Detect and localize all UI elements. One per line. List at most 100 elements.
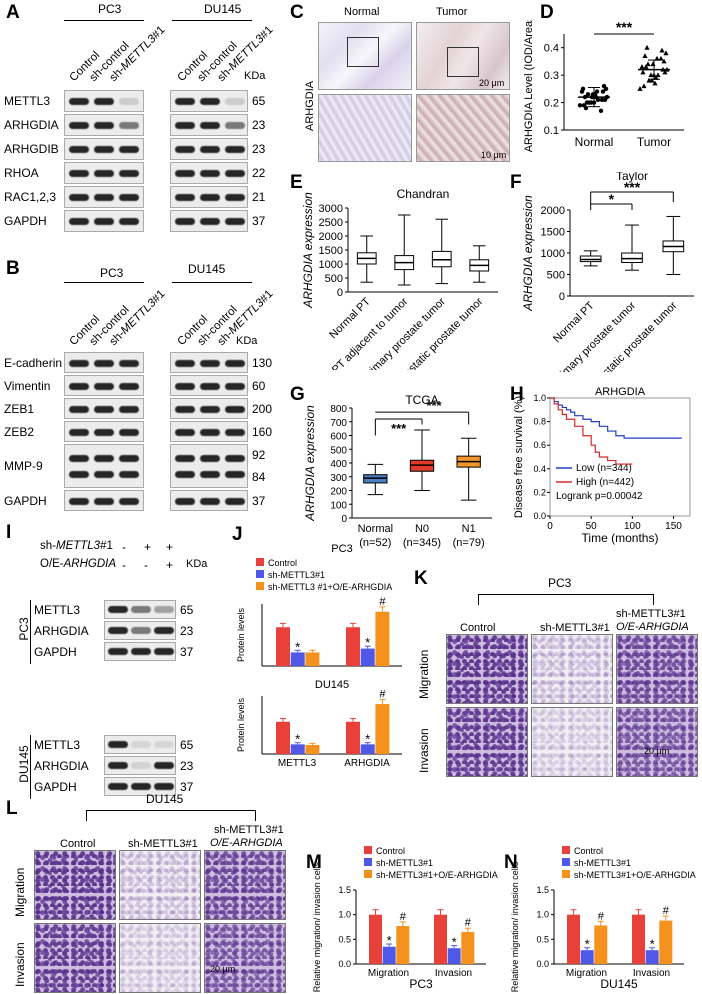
blot-strip <box>64 352 144 373</box>
y-tick-label: 800 <box>330 404 347 415</box>
kda-label: KDa <box>186 558 208 570</box>
x-tick-label: 100 <box>624 521 641 532</box>
blot-band <box>200 170 220 177</box>
group-bracket <box>86 810 256 821</box>
sig-hash: # <box>400 911 407 923</box>
blot-band <box>225 405 245 413</box>
y-tick-label: 1000 <box>541 248 565 260</box>
blot-band <box>200 497 220 505</box>
bar <box>375 704 390 754</box>
row-label-arhgdia: ARHGDIA <box>304 80 316 131</box>
blot-band <box>200 470 220 478</box>
group-line <box>172 20 252 21</box>
transwell-image <box>531 634 613 704</box>
blot-row-label: ARHGDIA <box>34 759 89 773</box>
data-point <box>598 108 604 114</box>
data-point <box>588 100 594 105</box>
data-point <box>662 69 668 75</box>
blot-band <box>94 382 114 390</box>
kda-label: KDa <box>244 70 266 82</box>
col-label-tumor: Tumor <box>436 6 468 18</box>
scale-label: 20 μm <box>210 964 236 974</box>
group-label-pc3: PC3 <box>548 576 572 590</box>
legend-swatch <box>256 582 264 590</box>
blot-band <box>175 405 195 413</box>
sig-hash: # <box>465 917 472 929</box>
legend-label: sh-METTL3#1 <box>376 858 433 868</box>
blot-band <box>175 428 195 436</box>
blot-kda: 23 <box>180 759 194 773</box>
blot-row-label: GAPDH <box>4 493 47 508</box>
x-tick-label: Normal <box>575 135 614 149</box>
chart-f: 0 500 1000 1500 2000 ARHGDIA expression Taylor… <box>521 172 694 372</box>
blot-band <box>154 741 174 748</box>
blot-band <box>94 405 114 413</box>
blot-band <box>200 218 220 225</box>
legend-swatch <box>256 570 264 578</box>
blot-band <box>200 122 220 129</box>
blot-strip <box>64 210 144 232</box>
y-tick-label: 1.5 <box>338 885 351 895</box>
y-tick-label: 0.2 <box>533 487 546 497</box>
condition-sign: - <box>122 558 126 572</box>
blot-strip <box>64 375 144 396</box>
blot-band <box>131 741 151 748</box>
y-tick-label: 1.0 <box>338 910 351 920</box>
sig-star: * <box>387 933 392 948</box>
data-point <box>663 50 669 56</box>
blot-kda: 84 <box>252 470 266 484</box>
blot-row-label: ZEB2 <box>4 424 35 439</box>
y-tick-label: 0 <box>341 514 347 525</box>
sig-hash: # <box>379 596 386 608</box>
plot-frame <box>549 397 691 517</box>
blot-band <box>119 497 139 505</box>
y-tick-label: 1.0 <box>536 910 549 920</box>
bar <box>369 914 382 964</box>
condition-sign: - <box>122 540 126 554</box>
group-line <box>64 282 144 283</box>
col-label-control: Control <box>460 622 496 634</box>
bar <box>276 721 290 754</box>
blot-band <box>94 122 114 129</box>
y-axis-label: ARHGDIA expression <box>303 405 317 522</box>
blot-band <box>94 98 114 105</box>
blot-strip <box>170 90 248 112</box>
data-point <box>585 92 591 97</box>
y-axis-label: Protein levels <box>236 607 246 662</box>
blot-strip <box>170 421 248 442</box>
zoom-box <box>447 47 479 77</box>
x-tick-label: 0 <box>547 521 553 532</box>
y-axis-label: Relative migration/ invasion cells <box>312 861 322 992</box>
y-tick-label: 0 <box>337 287 343 299</box>
chart-j: PC3 Control sh-METTL3#1 sh-METTL3 #1+O/E-AR… <box>236 543 402 769</box>
blot-band <box>225 98 245 105</box>
data-point <box>639 64 645 69</box>
blot-band <box>175 497 195 505</box>
condition-sign: - <box>144 558 148 572</box>
blot-kda: 65 <box>180 738 194 752</box>
data-point <box>655 72 661 78</box>
legend-label: High (n=442) <box>576 477 634 488</box>
sig-hash: # <box>663 905 670 917</box>
data-point <box>649 77 655 83</box>
data-point <box>658 55 664 61</box>
blot-kda: 22 <box>252 166 266 180</box>
group-line <box>30 600 31 664</box>
bar <box>461 931 475 964</box>
col-label-sh: sh-METTL3#1 <box>128 838 198 850</box>
transwell-image <box>616 634 698 704</box>
panel-label-n: N <box>504 852 518 873</box>
blot-band <box>119 170 139 177</box>
blot-band <box>119 122 139 129</box>
x-tick-sublabel: (n=79) <box>453 537 485 549</box>
blot-band <box>154 783 174 790</box>
data-point <box>584 100 590 105</box>
blot-kda: 160 <box>252 424 273 439</box>
y-tick-label: 0.2 <box>544 98 559 110</box>
data-point <box>661 58 667 64</box>
sig-label: *** <box>616 20 633 35</box>
blot-band <box>154 648 174 655</box>
y-tick-label: 0.4 <box>533 464 546 474</box>
blot-band <box>200 405 220 413</box>
legend-label: sh-METTL3#1+O/E-ARHGDIA <box>376 870 498 880</box>
